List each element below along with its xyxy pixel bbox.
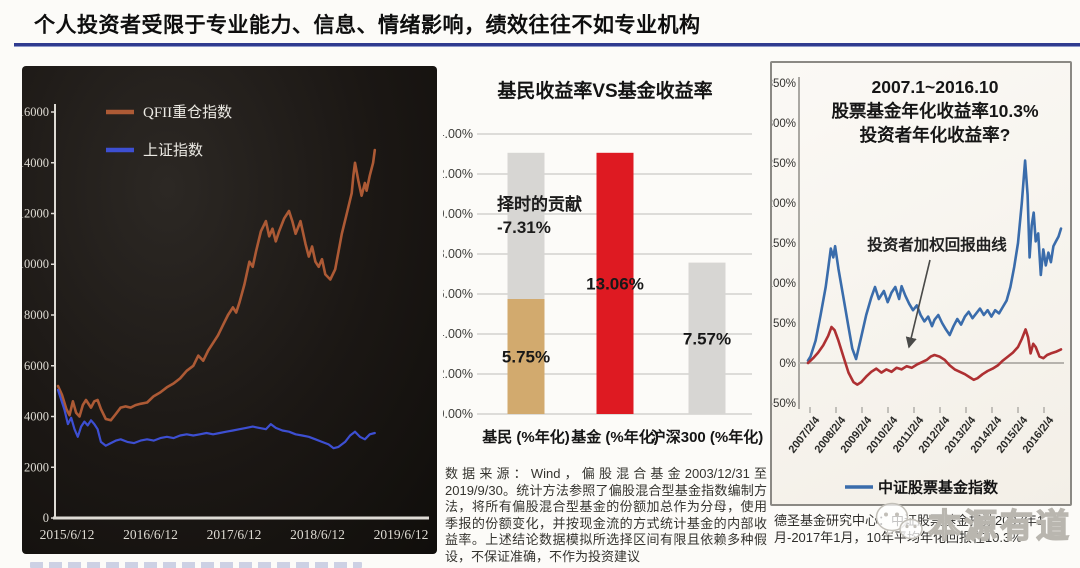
timing-contribution-value: -7.31% xyxy=(497,218,551,237)
y-tick-label: 0% xyxy=(779,358,796,370)
returns-bar-chart-wrap: 0.00% 2.00% 4.00% 6.00% 8.00% 10.00% 12.00% 14.… xyxy=(431,106,767,463)
bar-value-label: 13.06% xyxy=(586,274,644,293)
chart-title-line: 2007.1~2016.10 xyxy=(871,77,998,97)
y-tick-label: 2000 xyxy=(24,460,49,474)
bar-segment xyxy=(596,152,634,415)
timing-contribution-label: 择时的贡献 xyxy=(497,194,582,214)
x-tick-label: 2015/6/12 xyxy=(40,527,95,542)
y-tick-label: 14.00% xyxy=(443,127,473,141)
y-tick-label: 200% xyxy=(772,198,796,210)
cropped-caption-strip xyxy=(30,562,362,568)
y-tick-label: 12.00% xyxy=(443,167,473,181)
legend-label: 上证指数 xyxy=(143,142,203,159)
watermark: 本源有道 xyxy=(874,496,1080,550)
chart-title-line: 投资者年化收益率? xyxy=(860,125,1011,145)
category-label: 基民 (%年化) xyxy=(481,428,570,446)
bar-chart-title: 基民收益率VS基金收益率 xyxy=(497,81,713,102)
legend-label: QFII重仓指数 xyxy=(143,104,232,121)
watermark-text: 本源有道 xyxy=(927,506,1072,544)
investor-return-chart: 2007.1~2016.10 股票基金年化收益率10.3% 投资者年化收益率? 350… xyxy=(767,77,1064,497)
investor-return-panel: 2007.1~2016.10 股票基金年化收益率10.3% 投资者年化收益率? 350… xyxy=(767,61,1072,506)
y-tick-label: 10.00% xyxy=(443,207,473,221)
chart-title-line: 股票基金年化收益率10.3% xyxy=(831,101,1039,121)
y-tick-label: 2.00% xyxy=(443,367,473,381)
y-tick-label: 12000 xyxy=(22,207,49,221)
qfii-vs-shanghai-chart: 0 2000 4000 6000 8000 10000 12000 14000 16000 201… xyxy=(18,104,429,542)
category-label: 基金 (%年化) xyxy=(570,428,659,446)
bar-chart-footnote: 数据来源：Wind，偏股混合基金2003/12/31至2019/9/30。统计方… xyxy=(445,466,767,564)
y-tick-label: -50% xyxy=(772,398,796,410)
x-tick-label: 2017/6/12 xyxy=(207,527,262,542)
x-tick-label: 2018/6/12 xyxy=(290,527,345,542)
y-tick-label: 350% xyxy=(772,78,796,90)
qfii-chart-panel: 0 2000 4000 6000 8000 10000 12000 14000 16000 201… xyxy=(18,66,437,554)
bar-segment xyxy=(507,152,545,299)
y-tick-label: 8.00% xyxy=(443,247,473,261)
y-tick-label: 4000 xyxy=(24,410,49,424)
y-tick-label: 6.00% xyxy=(443,287,473,301)
y-tick-label: 4.00% xyxy=(443,327,473,341)
y-tick-label: 150% xyxy=(772,238,796,250)
title-underline xyxy=(14,43,1080,46)
category-label: 沪深300 (%年化) xyxy=(651,428,764,446)
y-tick-label: 6000 xyxy=(24,359,49,373)
y-tick-label: 8000 xyxy=(24,308,49,322)
y-tick-label: 100% xyxy=(772,278,796,290)
y-tick-label: 250% xyxy=(772,158,796,170)
investor-weighted-return-line xyxy=(806,325,1063,386)
y-tick-label: 0.00% xyxy=(443,407,473,421)
legend-label: 中证股票基金指数 xyxy=(878,479,999,497)
bar-segment xyxy=(507,299,545,414)
y-tick-label: 300% xyxy=(772,118,796,130)
y-tick-label: 16000 xyxy=(22,105,49,119)
x-tick-label: 2019/6/12 xyxy=(374,527,429,542)
y-tick-label: 50% xyxy=(773,318,796,330)
returns-bar-chart: 0.00% 2.00% 4.00% 6.00% 8.00% 10.00% 12.00% 14.… xyxy=(431,127,764,446)
y-tick-label: 0 xyxy=(43,511,49,525)
x-tick-label: 2016/6/12 xyxy=(123,527,178,542)
y-tick-label: 10000 xyxy=(22,257,49,271)
bar-value-label: 5.75% xyxy=(502,348,550,367)
y-tick-label: 14000 xyxy=(22,156,49,170)
bar-segment xyxy=(688,262,726,414)
annotation-arrow xyxy=(905,259,931,349)
investor-curve-annotation: 投资者加权回报曲线 xyxy=(867,235,1007,254)
fund-index-line xyxy=(806,159,1063,362)
qfii-line xyxy=(56,148,377,422)
shanghai-index-line xyxy=(56,388,376,450)
page-title: 个人投资者受限于专业能力、信息、情绪影响，绩效往往不如专业机构 xyxy=(34,14,701,37)
wechat-logo-icon xyxy=(875,502,923,540)
bar-value-label: 7.57% xyxy=(683,329,731,348)
